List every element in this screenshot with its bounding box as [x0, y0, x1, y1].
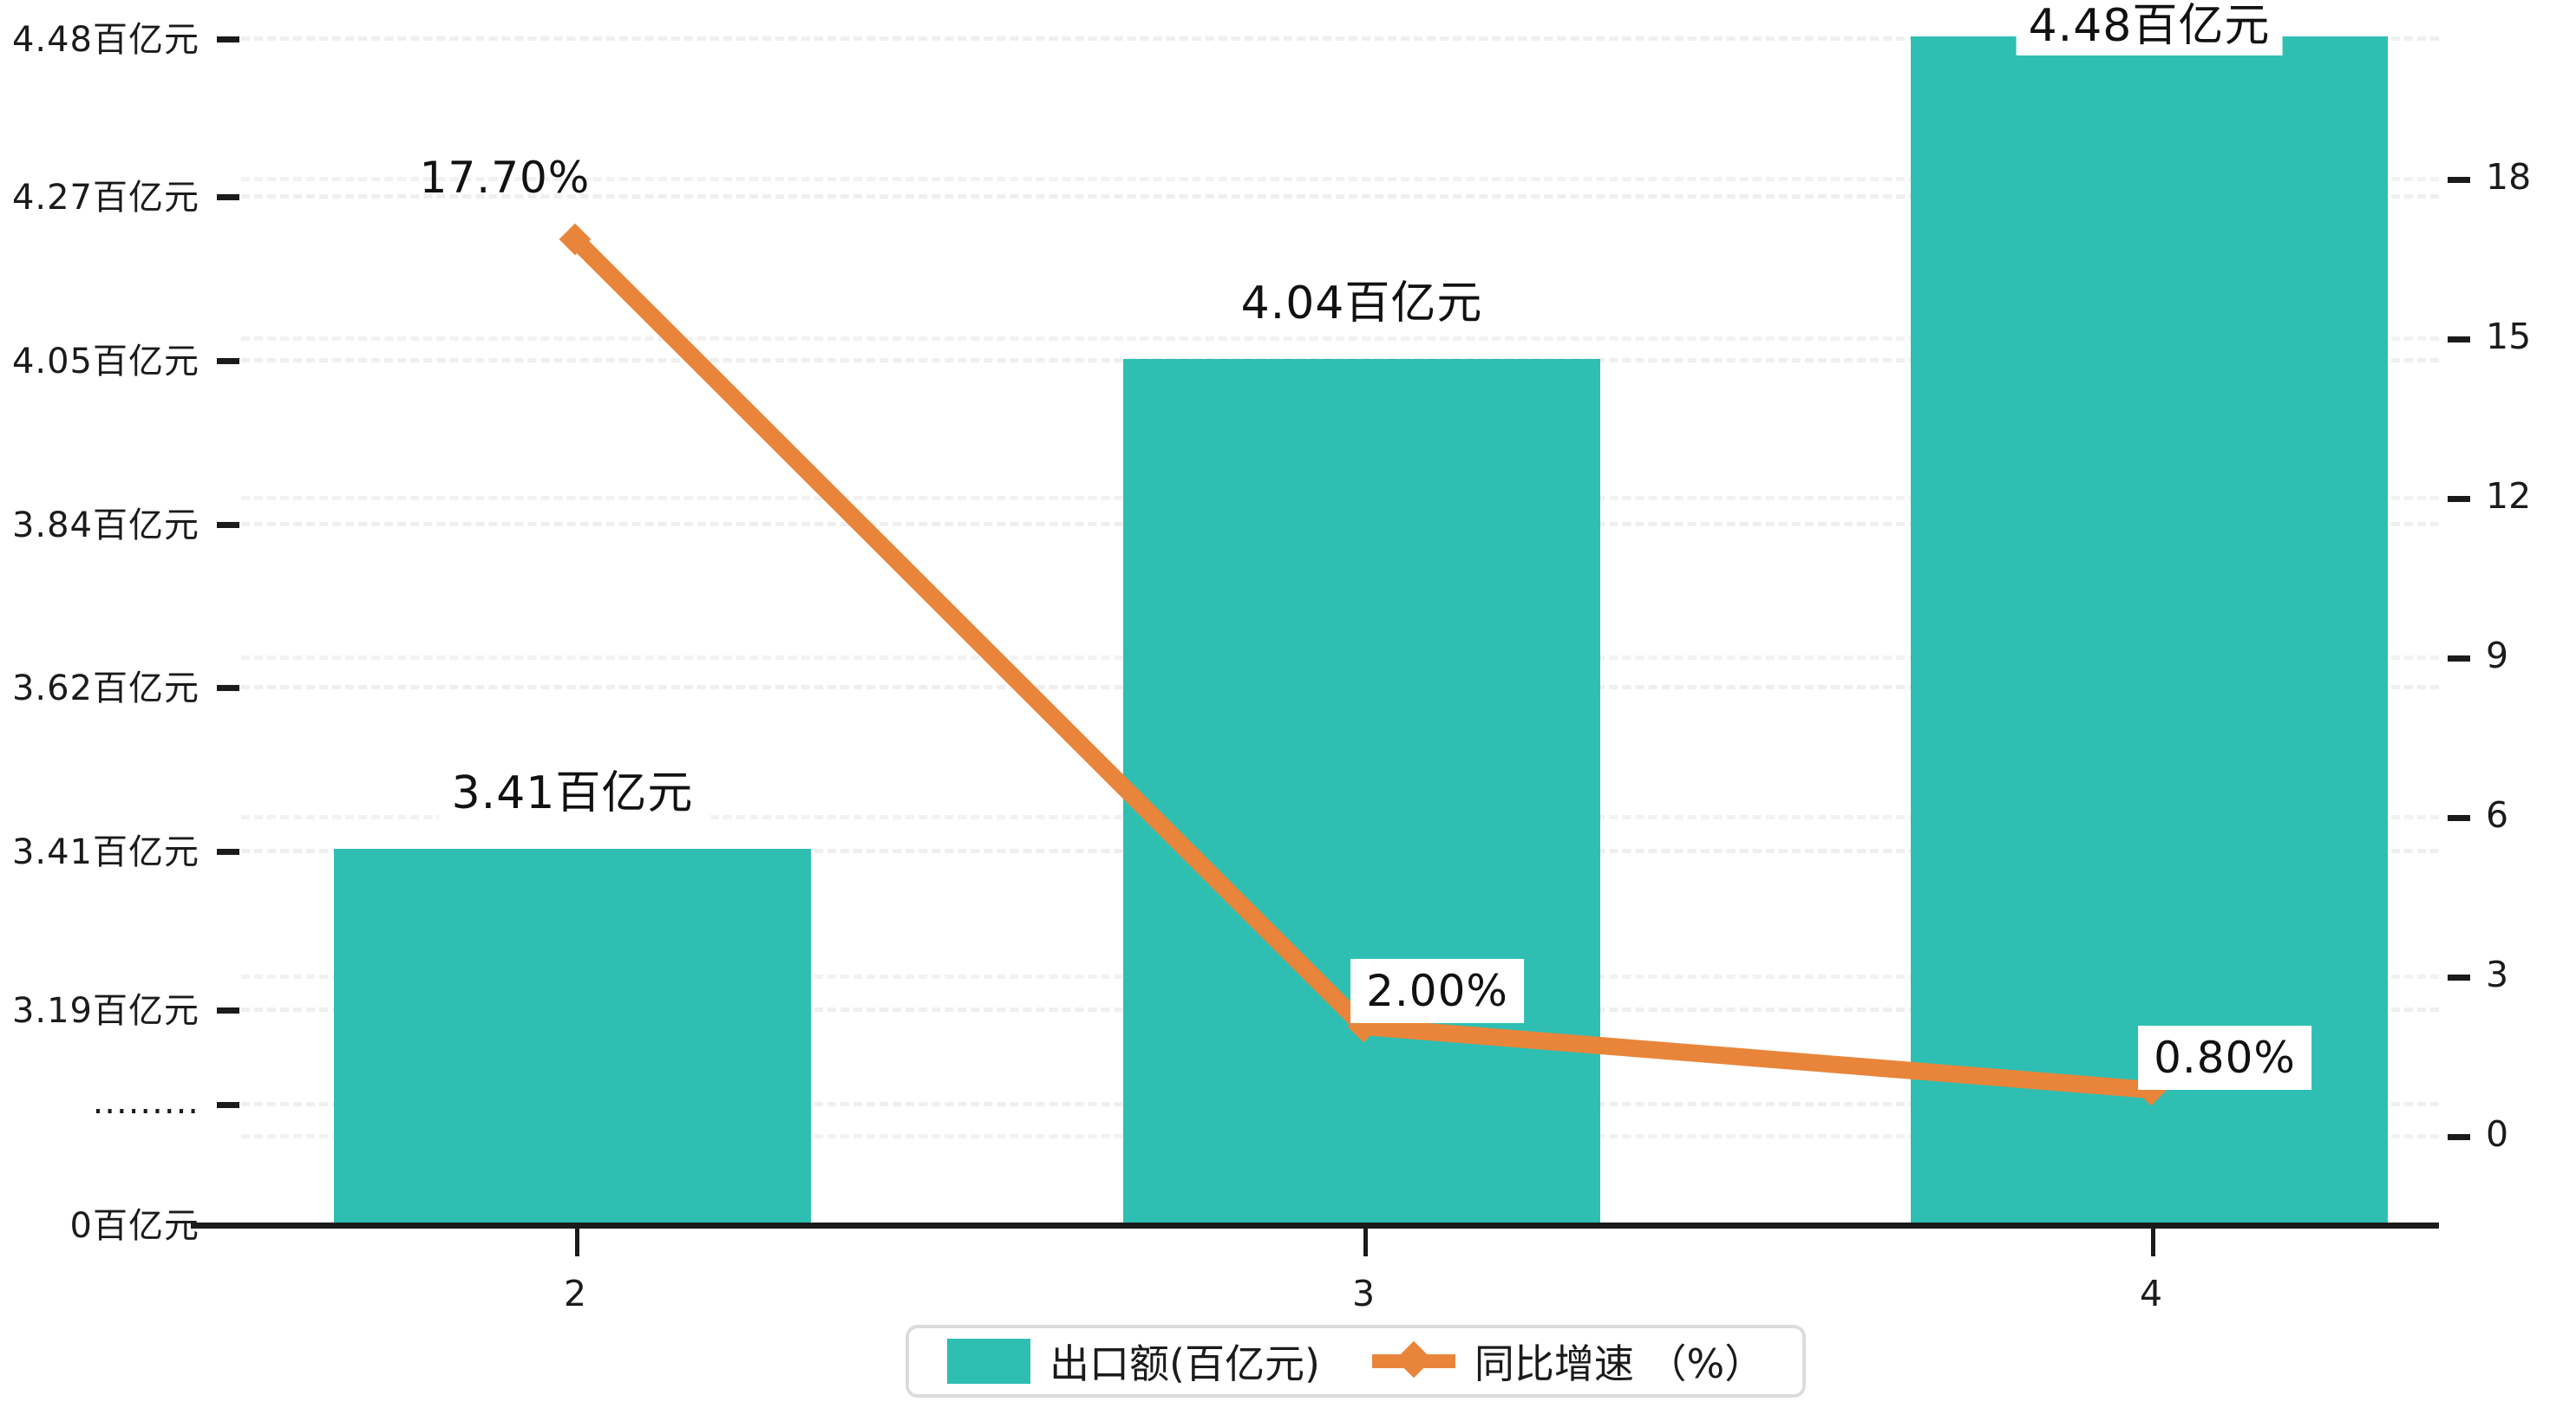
bar-2[interactable]	[334, 849, 811, 1223]
right-axis-tick	[2448, 496, 2470, 502]
gridline-left	[241, 36, 2439, 41]
right-axis-tick	[2448, 336, 2470, 342]
left-axis-tick-label: .........	[92, 1082, 199, 1122]
left-axis-tick-label: 4.05百亿元	[11, 342, 199, 381]
left-axis-tick-label: 0百亿元	[69, 1206, 199, 1246]
left-axis-tick-label: 3.84百亿元	[11, 505, 199, 545]
legend-item-growth-rate[interactable]: 同比增速 （%）	[1371, 1333, 1765, 1390]
right-axis-tick-label: 12	[2486, 475, 2532, 517]
right-axis-tick	[2448, 177, 2470, 183]
line-diamond-swatch-icon	[1371, 1339, 1455, 1384]
x-axis-tick-label: 2	[563, 1273, 587, 1314]
right-axis-tick-label: 15	[2486, 316, 2532, 357]
left-axis-tick-label: 4.48百亿元	[11, 20, 199, 60]
line-value-label-4: 0.80%	[2138, 1026, 2311, 1090]
right-axis-tick	[2448, 815, 2470, 821]
right-axis-tick	[2448, 655, 2470, 662]
right-axis-tick-label: 6	[2486, 794, 2509, 836]
left-axis-tick-label: 3.62百亿元	[11, 668, 199, 708]
bar-value-label-2: 3.41百亿元	[439, 763, 706, 824]
right-axis-tick-label: 9	[2486, 635, 2509, 676]
right-axis-tick-label: 3	[2486, 954, 2509, 995]
gridline-right	[241, 177, 2439, 181]
line-value-label-2: 17.70%	[419, 153, 591, 203]
legend-label-export-amount: 出口额(百亿元)	[1049, 1340, 1320, 1387]
bar-value-label-3: 4.04百亿元	[1228, 273, 1495, 334]
x-axis-tick-label: 3	[1351, 1273, 1376, 1314]
right-axis-tick	[2448, 975, 2470, 981]
gridline-left	[241, 194, 2439, 199]
legend-item-export-amount[interactable]: 出口额(百亿元)	[947, 1333, 1320, 1390]
left-axis-tick	[217, 849, 239, 855]
right-axis-tick-label: 18	[2486, 156, 2532, 198]
x-axis-tick	[2151, 1225, 2155, 1256]
x-axis-tick-label: 4	[2139, 1273, 2163, 1314]
bar-value-label-4: 4.48百亿元	[2016, 0, 2283, 56]
line-value-label-3: 2.00%	[1350, 959, 1524, 1023]
legend-label-growth-rate: 同比增速 （%）	[1474, 1340, 1765, 1387]
left-axis-tick	[217, 522, 239, 528]
left-axis-tick	[217, 1007, 239, 1014]
left-axis-tick	[217, 685, 239, 691]
left-axis-tick	[217, 36, 239, 42]
left-axis-tick-label: 3.19百亿元	[11, 991, 199, 1031]
left-axis-tick	[217, 358, 239, 364]
bar-swatch-icon	[947, 1339, 1030, 1384]
right-axis-tick-label: 0	[2486, 1113, 2509, 1155]
left-axis-tick-label: 3.41百亿元	[11, 832, 199, 872]
bar-3[interactable]	[1123, 359, 1600, 1223]
x-axis-tick	[575, 1225, 579, 1256]
right-axis-tick	[2448, 1134, 2470, 1140]
x-axis-line	[191, 1223, 2439, 1229]
left-axis-tick	[217, 194, 239, 200]
left-axis-tick-label: 4.27百亿元	[11, 178, 199, 218]
chart-legend[interactable]: 出口额(百亿元) 同比增速 （%）	[906, 1325, 1807, 1398]
x-axis-tick	[1363, 1225, 1368, 1256]
left-axis-tick	[217, 1102, 239, 1108]
